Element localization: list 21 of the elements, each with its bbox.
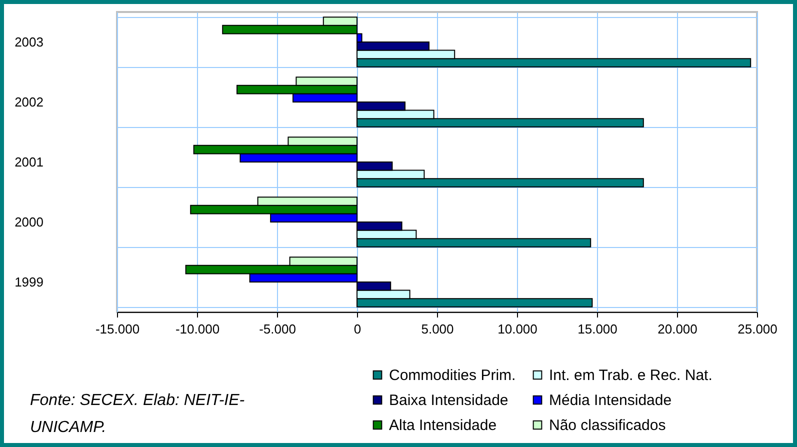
x-tick-label: -15.000: [95, 322, 140, 336]
y-tick-label: 1999: [14, 274, 44, 290]
legend-label: Int. em Trab. e Rec. Nat.: [549, 367, 712, 384]
x-tick-label: 0: [354, 322, 362, 336]
x-tick-label: 15.000: [578, 322, 618, 336]
x-tick-label: 10.000: [498, 322, 538, 336]
x-tick-label: 5.000: [421, 322, 454, 336]
legend-label: Não classificados: [549, 417, 666, 434]
source-note: Fonte: SECEX. Elab: NEIT-IE-UNICAMP.: [30, 391, 246, 438]
x-tick-label: 20.000: [658, 322, 698, 336]
legend-label: Baixa Intensidade: [389, 392, 508, 409]
legend-label: Commodities Prim.: [389, 367, 516, 384]
y-tick-label: 2003: [14, 34, 44, 50]
x-tick-label: 25.000: [738, 322, 778, 336]
legend-label: Média Intensidade: [549, 392, 672, 409]
x-tick-label: -10.000: [175, 322, 220, 336]
y-tick-label: 2002: [14, 94, 44, 110]
x-tick-label: -5.000: [259, 322, 296, 336]
legend-label: Alta Intensidade: [389, 417, 497, 434]
y-tick-label: 2001: [14, 154, 44, 170]
y-tick-label: 2000: [14, 214, 44, 230]
